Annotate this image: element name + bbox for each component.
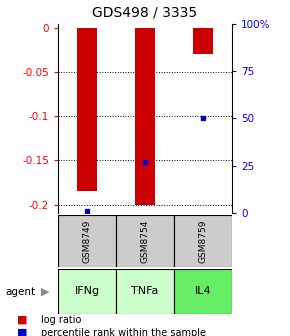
Bar	[174, 269, 232, 314]
Text: log ratio: log ratio	[41, 315, 81, 325]
Text: ■: ■	[17, 315, 28, 325]
Bar	[116, 215, 174, 267]
Title: GDS498 / 3335: GDS498 / 3335	[93, 6, 197, 19]
Bar	[58, 215, 116, 267]
Bar	[193, 28, 213, 54]
Text: IL4: IL4	[195, 287, 211, 296]
Text: percentile rank within the sample: percentile rank within the sample	[41, 328, 206, 336]
Text: agent: agent	[6, 287, 36, 297]
Text: ■: ■	[17, 328, 28, 336]
Text: GSM8759: GSM8759	[198, 219, 208, 263]
Text: ▶: ▶	[41, 287, 49, 297]
Text: TNFa: TNFa	[131, 287, 159, 296]
Text: GSM8749: GSM8749	[82, 219, 92, 263]
Bar	[135, 28, 155, 205]
Text: GSM8754: GSM8754	[140, 219, 150, 263]
Text: IFNg: IFNg	[75, 287, 99, 296]
Bar	[174, 215, 232, 267]
Bar	[116, 269, 174, 314]
Bar	[77, 28, 97, 191]
Bar	[58, 269, 116, 314]
